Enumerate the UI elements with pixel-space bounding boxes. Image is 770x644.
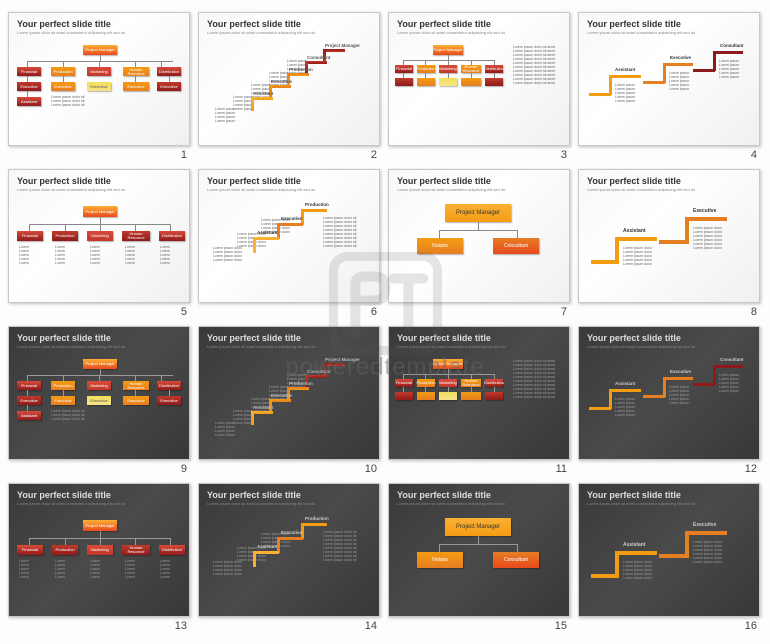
slide-number: 12	[745, 463, 760, 475]
slide-preview[interactable]: Your perfect slide title Lorem ipsum dol…	[198, 169, 380, 303]
slide-number: 2	[371, 149, 380, 161]
slide-subtitle: Lorem ipsum dolor sit amet consectetur a…	[397, 344, 562, 349]
slide-number: 10	[365, 463, 380, 475]
slide-content: Executive Lorem ipsum dolorLorem ipsum d…	[585, 202, 753, 296]
slide-preview[interactable]: Your perfect slide title Lorem ipsum dol…	[198, 483, 380, 617]
slide-preview[interactable]: Your perfect slide title Lorem ipsum dol…	[388, 326, 570, 460]
slide-content: Project Manager Notaris Consultant	[395, 516, 563, 610]
slide-thumbnail-2[interactable]: Your perfect slide title Lorem ipsum dol…	[198, 12, 380, 161]
slide-title: Your perfect slide title	[207, 490, 301, 500]
slide-title: Your perfect slide title	[17, 19, 111, 29]
slide-thumbnail-15[interactable]: Your perfect slide title Lorem ipsum dol…	[388, 483, 570, 632]
slide-preview[interactable]: Your perfect slide title Lorem ipsum dol…	[388, 483, 570, 617]
slide-preview[interactable]: Your perfect slide title Lorem ipsum dol…	[578, 12, 760, 146]
slide-number: 7	[561, 306, 570, 318]
template-gallery: Your perfect slide title Lorem ipsum dol…	[0, 0, 770, 644]
slide-preview[interactable]: Your perfect slide title Lorem ipsum dol…	[8, 12, 190, 146]
slide-thumbnail-14[interactable]: Your perfect slide title Lorem ipsum dol…	[198, 483, 380, 632]
slide-number: 13	[175, 620, 190, 632]
slide-title: Your perfect slide title	[587, 333, 681, 343]
slide-title: Your perfect slide title	[207, 19, 301, 29]
slide-subtitle: Lorem ipsum dolor sit amet consectetur a…	[207, 30, 372, 35]
slide-preview[interactable]: Your perfect slide title Lorem ipsum dol…	[8, 326, 190, 460]
slide-thumbnail-7[interactable]: Your perfect slide title Lorem ipsum dol…	[388, 169, 570, 318]
slide-subtitle: Lorem ipsum dolor sit amet consectetur a…	[17, 30, 182, 35]
slide-content: Executive Lorem ipsum dolorLorem ipsum d…	[585, 516, 753, 610]
slide-title: Your perfect slide title	[207, 176, 301, 186]
slide-thumbnail-13[interactable]: Your perfect slide title Lorem ipsum dol…	[8, 483, 190, 632]
slide-preview[interactable]: Your perfect slide title Lorem ipsum dol…	[578, 483, 760, 617]
slide-thumbnail-6[interactable]: Your perfect slide title Lorem ipsum dol…	[198, 169, 380, 318]
slide-subtitle: Lorem ipsum dolor sit amet consectetur a…	[17, 501, 182, 506]
slide-subtitle: Lorem ipsum dolor sit amet consectetur a…	[17, 344, 182, 349]
slide-content: Consultant Lorem ipsumLorem ipsumLorem i…	[585, 45, 753, 139]
slide-number: 3	[561, 149, 570, 161]
slide-content: ProductionLorem ipsum dolorLorem ipsum d…	[205, 202, 373, 296]
slide-thumbnail-12[interactable]: Your perfect slide title Lorem ipsum dol…	[578, 326, 760, 475]
slide-preview[interactable]: Your perfect slide title Lorem ipsum dol…	[578, 169, 760, 303]
slide-content: Project Manager Financial Production Mar…	[395, 45, 563, 139]
slide-thumbnail-4[interactable]: Your perfect slide title Lorem ipsum dol…	[578, 12, 760, 161]
slide-number: 4	[751, 149, 760, 161]
slide-title: Your perfect slide title	[587, 19, 681, 29]
slide-thumbnail-11[interactable]: Your perfect slide title Lorem ipsum dol…	[388, 326, 570, 475]
slide-subtitle: Lorem ipsum dolor sit amet consectetur a…	[207, 501, 372, 506]
slide-content: Project ManagerLorem ipsumLorem ipsumLor…	[205, 45, 373, 139]
slide-thumbnail-1[interactable]: Your perfect slide title Lorem ipsum dol…	[8, 12, 190, 161]
slide-thumbnail-3[interactable]: Your perfect slide title Lorem ipsum dol…	[388, 12, 570, 161]
slide-content: Project Manager Financial Production Mar…	[15, 359, 183, 453]
slide-thumbnail-9[interactable]: Your perfect slide title Lorem ipsum dol…	[8, 326, 190, 475]
slide-subtitle: Lorem ipsum dolor sit amet consectetur a…	[587, 344, 752, 349]
slide-preview[interactable]: Your perfect slide title Lorem ipsum dol…	[388, 169, 570, 303]
slide-number: 9	[181, 463, 190, 475]
slide-number: 15	[555, 620, 570, 632]
slide-subtitle: Lorem ipsum dolor sit amet consectetur a…	[397, 501, 562, 506]
slide-preview[interactable]: Your perfect slide title Lorem ipsum dol…	[198, 12, 380, 146]
slide-title: Your perfect slide title	[397, 490, 491, 500]
slide-content: ProductionLorem ipsum dolorLorem ipsum d…	[205, 516, 373, 610]
slide-number: 5	[181, 306, 190, 318]
slide-subtitle: Lorem ipsum dolor sit amet consectetur a…	[587, 187, 752, 192]
slide-preview[interactable]: Your perfect slide title Lorem ipsum dol…	[8, 483, 190, 617]
slide-thumbnail-8[interactable]: Your perfect slide title Lorem ipsum dol…	[578, 169, 760, 318]
slide-number: 14	[365, 620, 380, 632]
slide-subtitle: Lorem ipsum dolor sit amet consectetur a…	[207, 187, 372, 192]
slide-content: Project Manager Financial Production Mar…	[15, 516, 183, 610]
slide-content: Project ManagerLorem ipsumLorem ipsumLor…	[205, 359, 373, 453]
slide-title: Your perfect slide title	[397, 333, 491, 343]
slide-subtitle: Lorem ipsum dolor sit amet consectetur a…	[587, 30, 752, 35]
slide-content: Consultant Lorem ipsumLorem ipsumLorem i…	[585, 359, 753, 453]
slide-content: Project Manager Financial Production Mar…	[15, 202, 183, 296]
slide-subtitle: Lorem ipsum dolor sit amet consectetur a…	[207, 344, 372, 349]
slide-number: 11	[556, 463, 570, 475]
slide-subtitle: Lorem ipsum dolor sit amet consectetur a…	[397, 187, 562, 192]
slide-title: Your perfect slide title	[17, 490, 111, 500]
slide-preview[interactable]: Your perfect slide title Lorem ipsum dol…	[578, 326, 760, 460]
slide-title: Your perfect slide title	[17, 176, 111, 186]
slide-subtitle: Lorem ipsum dolor sit amet consectetur a…	[17, 187, 182, 192]
slide-content: Project Manager Notaris Consultant	[395, 202, 563, 296]
slide-number: 8	[751, 306, 760, 318]
slide-number: 16	[745, 620, 760, 632]
slide-title: Your perfect slide title	[17, 333, 111, 343]
slide-number: 1	[181, 149, 190, 161]
slide-content: Project Manager Financial Production Mar…	[15, 45, 183, 139]
slide-content: Project Manager Financial Production Mar…	[395, 359, 563, 453]
slide-number: 6	[371, 306, 380, 318]
slide-thumbnail-5[interactable]: Your perfect slide title Lorem ipsum dol…	[8, 169, 190, 318]
slide-preview[interactable]: Your perfect slide title Lorem ipsum dol…	[388, 12, 570, 146]
slide-subtitle: Lorem ipsum dolor sit amet consectetur a…	[397, 30, 562, 35]
slide-title: Your perfect slide title	[207, 333, 301, 343]
slide-preview[interactable]: Your perfect slide title Lorem ipsum dol…	[198, 326, 380, 460]
slide-title: Your perfect slide title	[587, 176, 681, 186]
slide-preview[interactable]: Your perfect slide title Lorem ipsum dol…	[8, 169, 190, 303]
slide-title: Your perfect slide title	[587, 490, 681, 500]
slide-thumbnail-16[interactable]: Your perfect slide title Lorem ipsum dol…	[578, 483, 760, 632]
slide-title: Your perfect slide title	[397, 176, 491, 186]
slide-thumbnail-10[interactable]: Your perfect slide title Lorem ipsum dol…	[198, 326, 380, 475]
slide-subtitle: Lorem ipsum dolor sit amet consectetur a…	[587, 501, 752, 506]
slide-title: Your perfect slide title	[397, 19, 491, 29]
